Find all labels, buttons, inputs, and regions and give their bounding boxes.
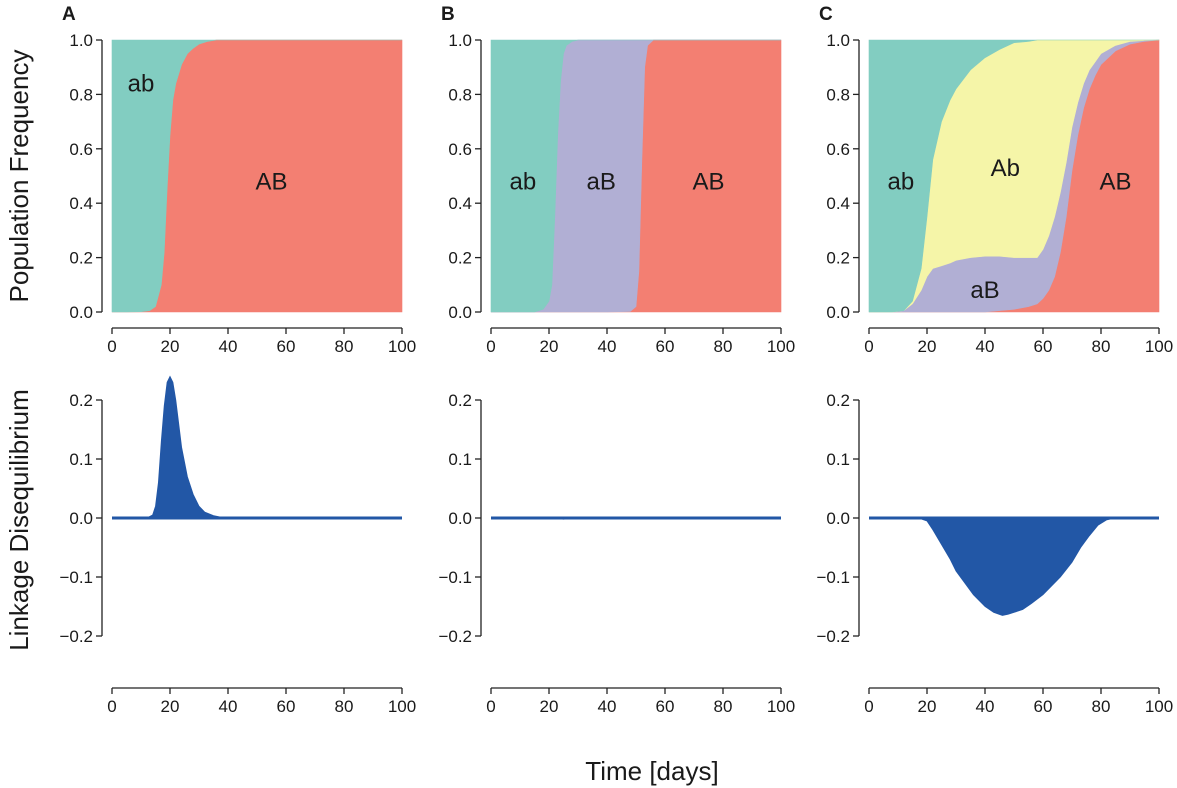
x-tick-label: 80 <box>1092 697 1111 716</box>
y-tick-label: 0.6 <box>69 140 93 159</box>
x-axis-title-time: Time [days] <box>585 756 718 786</box>
y-tick-label: 0.2 <box>69 249 93 268</box>
x-tick-label: 100 <box>1145 697 1173 716</box>
y-tick-label: 0.1 <box>448 450 472 469</box>
panel-letter-a: A <box>62 4 76 25</box>
y-tick-label: 0.6 <box>826 140 850 159</box>
x-tick-label: 20 <box>918 697 937 716</box>
genotype-label-AB: AB <box>692 168 724 195</box>
x-tick-label: 0 <box>486 337 495 356</box>
y-tick-label: 0.0 <box>448 303 472 322</box>
x-tick-label: 100 <box>1145 337 1173 356</box>
panel-letter-c: C <box>819 4 833 25</box>
x-tick-label: 20 <box>161 697 180 716</box>
y-tick-label: 0.0 <box>69 509 93 528</box>
y-tick-label: 1.0 <box>448 31 472 50</box>
panel-c-ld: 0.2 0.1 0.0 −0.1 −0.2 0 20 40 60 80 100 <box>816 391 1173 716</box>
panel-a-ld: 0.2 0.1 0.0 −0.1 −0.2 0 20 40 60 80 100 <box>59 375 416 716</box>
x-tick-label: 0 <box>107 697 116 716</box>
panel-c-frequency: ab Ab aB AB C 0.0 0.2 0.4 0.6 0.8 1.0 0 20 40 60 80 100 <box>819 4 1173 356</box>
x-tick-label: 80 <box>1092 337 1111 356</box>
panel-b-frequency: ab aB AB B 0.0 0.2 0.4 0.6 0.8 1.0 0 20 40 60 80 100 <box>441 4 795 356</box>
x-tick-label: 0 <box>864 697 873 716</box>
y-tick-label: 0.8 <box>69 85 93 104</box>
x-tick-label: 40 <box>219 697 238 716</box>
y-tick-label: −0.2 <box>438 627 472 646</box>
y-tick-label: 0.1 <box>826 450 850 469</box>
genotype-label-AB: AB <box>1099 168 1131 195</box>
x-tick-label: 40 <box>598 697 617 716</box>
x-tick-label: 20 <box>540 697 559 716</box>
y-tick-label: −0.2 <box>816 627 850 646</box>
y-tick-label: −0.1 <box>438 568 472 587</box>
x-tick-label: 60 <box>1034 337 1053 356</box>
x-tick-label: 80 <box>714 337 733 356</box>
area-ab <box>490 39 781 313</box>
genotype-label-ab: ab <box>888 168 915 195</box>
y-tick-label: 1.0 <box>826 31 850 50</box>
panel-b-ld: 0.2 0.1 0.0 −0.1 −0.2 0 20 40 60 80 100 <box>438 391 795 716</box>
x-tick-label: 100 <box>388 337 416 356</box>
genotype-label-ab: ab <box>510 168 537 195</box>
x-tick-label: 80 <box>714 697 733 716</box>
y-tick-label: 0.4 <box>448 194 472 213</box>
x-tick-label: 60 <box>656 337 675 356</box>
y-tick-label: 0.4 <box>826 194 850 213</box>
genotype-label-aB: aB <box>587 168 616 195</box>
x-tick-label: 80 <box>335 697 354 716</box>
y-tick-label: 0.1 <box>69 450 93 469</box>
x-tick-label: 100 <box>767 337 795 356</box>
y-tick-label: 0.2 <box>448 391 472 410</box>
panel-letter-b: B <box>441 4 455 25</box>
x-tick-label: 60 <box>656 697 675 716</box>
genotype-label-AB: AB <box>255 168 287 195</box>
y-tick-label: 0.6 <box>448 140 472 159</box>
x-tick-label: 80 <box>335 337 354 356</box>
x-tick-label: 40 <box>976 337 995 356</box>
y-tick-label: 0.8 <box>826 85 850 104</box>
y-tick-label: 0.0 <box>826 303 850 322</box>
x-tick-label: 0 <box>107 337 116 356</box>
y-tick-label: 0.2 <box>826 391 850 410</box>
y-tick-label: 0.2 <box>448 249 472 268</box>
x-tick-label: 40 <box>219 337 238 356</box>
x-tick-label: 60 <box>277 697 296 716</box>
ld-area <box>112 375 402 519</box>
y-axis-title-population-frequency: Population Frequency <box>4 50 34 303</box>
x-tick-label: 100 <box>388 697 416 716</box>
area-ab <box>111 39 402 313</box>
x-tick-label: 0 <box>864 337 873 356</box>
x-tick-label: 20 <box>540 337 559 356</box>
x-tick-label: 0 <box>486 697 495 716</box>
y-axis-title-linkage-disequilibrium: Linkage Disequilibrium <box>4 389 34 651</box>
y-tick-label: 0.2 <box>69 391 93 410</box>
genotype-label-aB: aB <box>970 277 999 304</box>
y-tick-label: 0.8 <box>448 85 472 104</box>
y-tick-label: 0.4 <box>69 194 93 213</box>
chart-panels: ab AB A 0.0 0.2 0.4 0.6 0.8 1.0 0 20 40 60 80 100 ab aB A… <box>59 4 1173 716</box>
x-tick-label: 60 <box>1034 697 1053 716</box>
x-tick-label: 20 <box>161 337 180 356</box>
x-tick-label: 60 <box>277 337 296 356</box>
x-tick-label: 40 <box>598 337 617 356</box>
y-tick-label: −0.2 <box>59 627 93 646</box>
y-tick-label: 0.2 <box>826 249 850 268</box>
x-tick-label: 100 <box>767 697 795 716</box>
x-tick-label: 40 <box>976 697 995 716</box>
area-ab <box>868 39 1159 313</box>
ld-area <box>869 517 1159 616</box>
y-tick-label: 0.0 <box>448 509 472 528</box>
y-tick-label: 0.0 <box>69 303 93 322</box>
panel-a-frequency: ab AB A 0.0 0.2 0.4 0.6 0.8 1.0 0 20 40 60 80 100 <box>62 4 416 356</box>
y-tick-label: −0.1 <box>816 568 850 587</box>
y-tick-label: 1.0 <box>69 31 93 50</box>
y-tick-label: 0.0 <box>826 509 850 528</box>
x-tick-label: 20 <box>918 337 937 356</box>
y-tick-label: −0.1 <box>59 568 93 587</box>
genotype-label-Ab: Ab <box>991 155 1020 182</box>
genotype-label-ab: ab <box>128 71 155 98</box>
